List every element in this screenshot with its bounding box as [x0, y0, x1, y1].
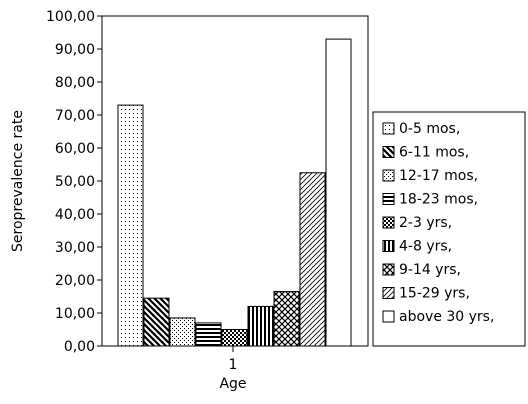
bar-1 — [117, 104, 144, 347]
legend-label-6: 4-8 yrs, — [399, 239, 452, 255]
bar-3 — [169, 317, 196, 347]
y-tick-label: 60,00 — [55, 141, 95, 157]
x-axis-label: Age — [219, 376, 246, 392]
legend-label-1: 0-5 mos, — [399, 121, 460, 137]
y-axis-label: Seroprevalence rate — [10, 110, 26, 252]
bar-4 — [195, 322, 222, 347]
bar-2 — [143, 297, 170, 347]
legend-swatch-8 — [382, 287, 395, 299]
legend-swatch-1 — [382, 122, 395, 135]
x-tick-label: 1 — [229, 357, 238, 373]
bar-7 — [273, 291, 300, 347]
bar-8 — [299, 172, 326, 347]
y-tick-label: 90,00 — [55, 42, 95, 58]
bar-6 — [247, 305, 274, 347]
legend-label-4: 18-23 mos, — [399, 192, 478, 208]
legend-label-7: 9-14 yrs, — [399, 262, 461, 278]
y-tick-label: 20,00 — [55, 273, 95, 289]
y-tick-label: 30,00 — [55, 240, 95, 256]
legend-swatch-2 — [382, 146, 395, 158]
legend-swatch-6 — [382, 240, 395, 252]
legend-swatch-7 — [382, 263, 395, 276]
y-tick-label: 50,00 — [55, 174, 95, 190]
legend-label-3: 12-17 mos, — [399, 168, 478, 184]
y-tick-label: 70,00 — [55, 108, 95, 124]
legend-box — [372, 111, 526, 347]
y-tick-label: 80,00 — [55, 75, 95, 91]
legend-label-8: 15-29 yrs, — [399, 286, 470, 302]
legend-swatch-4 — [382, 193, 395, 205]
bar-9 — [325, 38, 352, 347]
legend-swatch-5 — [382, 216, 395, 229]
y-tick-label: 100,00 — [46, 9, 95, 25]
legend-label-9: above 30 yrs, — [399, 309, 494, 325]
legend-swatch-9 — [382, 310, 395, 323]
y-tick-label: 0,00 — [64, 339, 95, 355]
legend-label-5: 2-3 yrs, — [399, 215, 452, 231]
y-tick-label: 10,00 — [55, 306, 95, 322]
legend-label-2: 6-11 mos, — [399, 145, 469, 161]
legend-swatch-3 — [382, 169, 395, 182]
y-tick-label: 40,00 — [55, 207, 95, 223]
bar-5 — [221, 329, 248, 347]
